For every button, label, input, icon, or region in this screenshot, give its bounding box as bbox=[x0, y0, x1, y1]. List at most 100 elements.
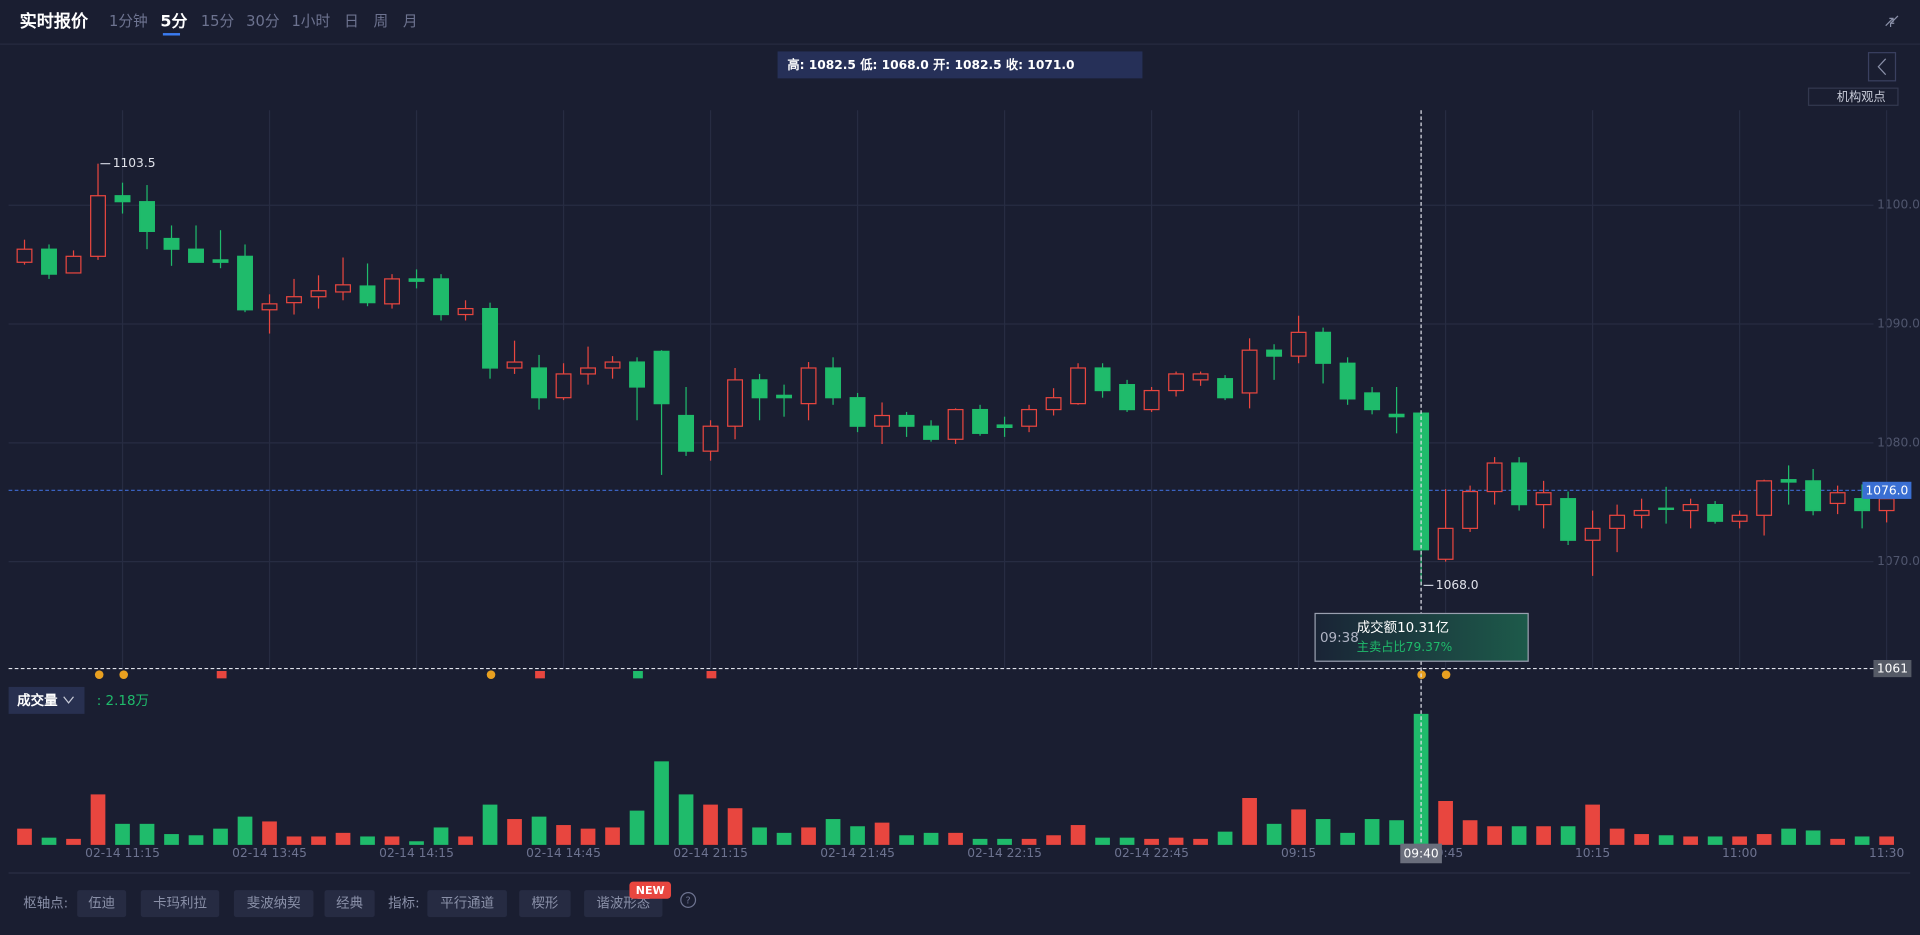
candle-body bbox=[1511, 462, 1528, 506]
indicator-button-label[interactable]: 楔形 bbox=[531, 896, 558, 912]
volume-bar bbox=[605, 827, 620, 845]
candle-body bbox=[1241, 349, 1258, 394]
candle-body bbox=[776, 394, 793, 399]
pivot-button[interactable] bbox=[140, 890, 220, 918]
candle-body bbox=[947, 408, 964, 440]
volume-bar bbox=[1658, 835, 1674, 845]
volume-selector-label[interactable]: 成交量 bbox=[17, 692, 58, 709]
volume-bar bbox=[1242, 798, 1257, 845]
event-icon bbox=[535, 671, 545, 679]
candle-body bbox=[1560, 498, 1577, 541]
candle-body bbox=[1462, 490, 1479, 529]
volume-bar bbox=[433, 827, 449, 845]
pivot-button-label[interactable]: 卡玛利拉 bbox=[153, 896, 207, 912]
low-marker-label: 1068.0 bbox=[1436, 578, 1479, 592]
volume-bar bbox=[923, 832, 939, 845]
candle-body bbox=[1633, 509, 1650, 516]
candle-body bbox=[1364, 392, 1381, 411]
candle-body bbox=[1437, 527, 1454, 560]
interval-tab[interactable]: 月 bbox=[403, 13, 418, 30]
volume-selector[interactable] bbox=[8, 686, 85, 714]
pivot-button[interactable] bbox=[233, 890, 314, 918]
interval-tab[interactable]: 5分 bbox=[160, 12, 187, 31]
candle-body bbox=[237, 255, 253, 311]
candle-body bbox=[1584, 527, 1601, 541]
volume-bar bbox=[409, 841, 424, 845]
candle-body bbox=[16, 248, 33, 263]
dropdown-chevron bbox=[63, 696, 74, 704]
help-icon[interactable] bbox=[680, 892, 697, 908]
collapse-icon[interactable] bbox=[1885, 15, 1899, 27]
candle-body bbox=[139, 201, 155, 232]
interval-tab[interactable]: 日 bbox=[344, 13, 359, 30]
indicator-button[interactable] bbox=[519, 890, 571, 918]
candle-body bbox=[65, 255, 82, 274]
info-bar-text: 高: 1082.5 低: 1068.0 开: 1082.5 收: 1071.0 bbox=[787, 57, 1074, 72]
candle-body bbox=[1780, 479, 1797, 483]
volume-bar bbox=[1585, 804, 1600, 845]
interval-tab[interactable]: 30分 bbox=[246, 13, 280, 30]
volume-bar bbox=[1536, 826, 1551, 845]
pivot-button[interactable] bbox=[77, 890, 127, 918]
volume-bar bbox=[1168, 837, 1184, 845]
candle-body bbox=[1119, 384, 1136, 411]
volume-bar bbox=[1144, 838, 1159, 845]
interval-tab[interactable]: 1分钟 bbox=[109, 13, 148, 30]
indicator-button[interactable] bbox=[427, 890, 507, 918]
views-button-label[interactable]: 机构观点 bbox=[1837, 89, 1886, 104]
volume-bar bbox=[1854, 836, 1870, 845]
interval-tab[interactable]: 15分 bbox=[201, 13, 235, 30]
volume-bar bbox=[262, 821, 277, 845]
x-tick-label: 02-14 14:45 bbox=[526, 846, 601, 860]
volume-bar bbox=[1732, 836, 1747, 845]
indicator-button-label[interactable]: 平行通道 bbox=[440, 896, 494, 912]
interval-tab[interactable]: 1小时 bbox=[291, 13, 330, 30]
pivot-button-label[interactable]: 伍迪 bbox=[88, 896, 115, 912]
indicator-button-label[interactable]: 谐波形态 bbox=[596, 896, 650, 912]
candle-body bbox=[800, 367, 817, 405]
x-tick-label: 02-14 13:45 bbox=[232, 846, 307, 860]
candle-body bbox=[1707, 504, 1724, 522]
back-button[interactable] bbox=[1867, 52, 1897, 82]
help-text[interactable]: ? bbox=[686, 896, 691, 907]
interval-tab[interactable]: 周 bbox=[373, 13, 388, 30]
candle-body bbox=[1290, 331, 1307, 357]
candle-body bbox=[188, 248, 204, 263]
candle-body bbox=[457, 307, 474, 316]
volume-bar bbox=[1487, 826, 1502, 845]
tooltip-sell-ratio: 主卖占比79.37% bbox=[1357, 639, 1453, 654]
candle-body bbox=[310, 290, 327, 298]
volume-bar bbox=[1511, 826, 1527, 845]
candle-body bbox=[1143, 389, 1160, 411]
volume-bar bbox=[654, 761, 669, 845]
pivot-button-label[interactable]: 经典 bbox=[336, 896, 363, 912]
new-badge bbox=[629, 881, 672, 899]
volume-bar bbox=[360, 836, 375, 845]
candle-body bbox=[678, 414, 695, 452]
x-tick-label: 02-14 22:15 bbox=[967, 846, 1042, 860]
candle-body bbox=[90, 195, 106, 257]
y-tick-label: 1070.0 bbox=[1877, 554, 1920, 568]
x-tick-label: 02-14 22:45 bbox=[1114, 846, 1189, 860]
volume-bar bbox=[1389, 820, 1404, 845]
pivot-button[interactable] bbox=[324, 890, 375, 918]
candle-body bbox=[751, 379, 768, 399]
candle-body bbox=[384, 278, 400, 305]
volume-bar bbox=[1046, 835, 1061, 845]
volume-bar bbox=[458, 836, 473, 845]
volume-bar bbox=[1707, 836, 1723, 845]
y-tick-label: 1090.0 bbox=[1877, 317, 1920, 331]
candle-body bbox=[1658, 507, 1675, 511]
volume-bar bbox=[286, 836, 302, 845]
high-marker-label: 1103.5 bbox=[113, 156, 156, 170]
crosshair-y-tag bbox=[1873, 659, 1912, 678]
views-button[interactable] bbox=[1807, 87, 1899, 106]
candle-body bbox=[335, 284, 351, 293]
pivot-button-label[interactable]: 斐波纳契 bbox=[247, 896, 301, 912]
volume-bar bbox=[1364, 819, 1380, 845]
x-tick-label: 09:15 bbox=[1281, 846, 1316, 860]
event-icon bbox=[216, 671, 227, 679]
